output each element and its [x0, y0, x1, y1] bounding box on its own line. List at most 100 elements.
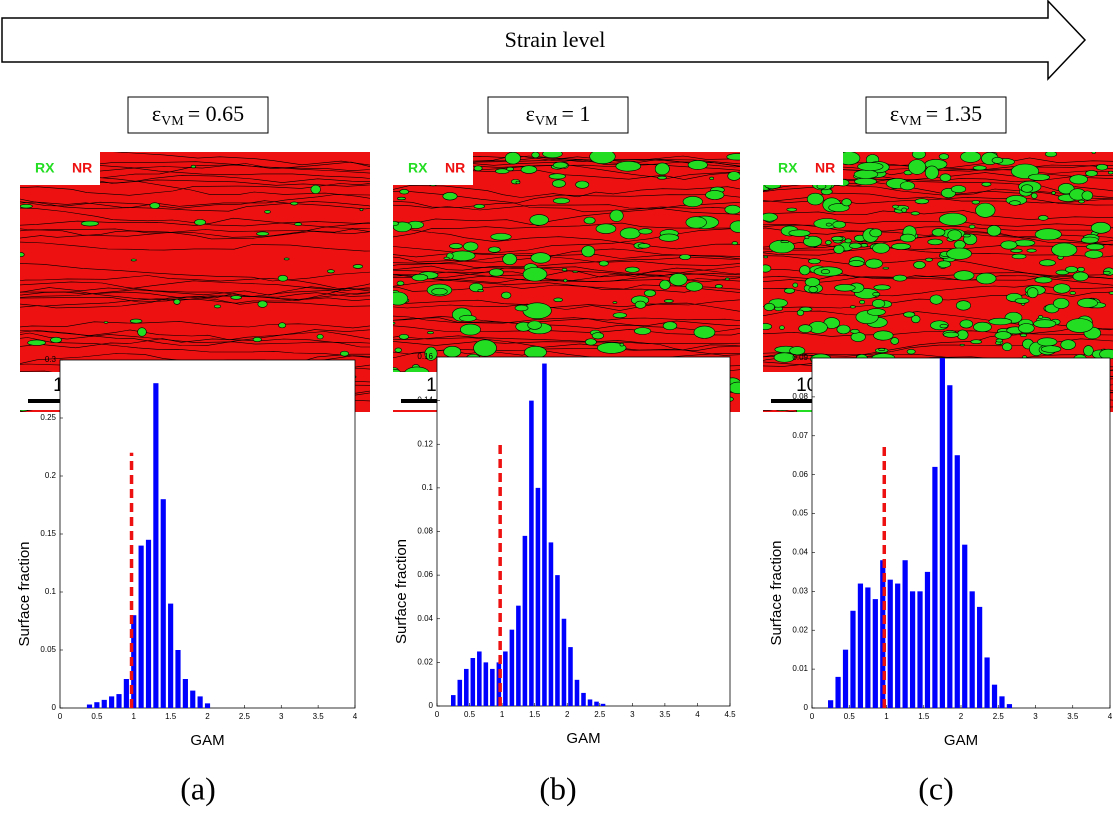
rx-grain	[633, 327, 652, 335]
rx-grain	[892, 274, 907, 282]
rx-grain	[552, 179, 566, 188]
y-axis-label: Surface fraction	[393, 539, 410, 644]
rx-grain	[264, 209, 271, 214]
rx-grain	[449, 250, 476, 261]
y-tick-label: 0.06	[792, 470, 808, 479]
x-tick-label: 0.5	[91, 712, 103, 721]
bar	[509, 629, 515, 706]
rx-grain	[914, 198, 929, 205]
rx-grain	[1009, 200, 1021, 206]
grain-boundary	[20, 280, 370, 293]
rx-grain	[495, 168, 510, 174]
grain-boundary	[59, 152, 370, 166]
bar	[464, 668, 469, 706]
rx-grain	[522, 267, 548, 282]
rx-grain	[149, 202, 161, 209]
bar	[548, 542, 554, 706]
rx-grain	[1066, 318, 1094, 333]
bar	[94, 702, 100, 708]
rx-grain	[596, 342, 627, 354]
bar	[153, 383, 159, 708]
bar	[917, 591, 923, 708]
rx-grain	[424, 346, 438, 361]
rx-grain	[394, 347, 402, 353]
y-tick-label: 0.15	[40, 529, 56, 538]
rx-grain	[488, 246, 501, 253]
rx-grain	[50, 336, 63, 344]
strain-value: = 0.65	[188, 101, 244, 126]
rx-grain	[530, 252, 551, 264]
bar	[182, 679, 188, 708]
rx-grain	[473, 339, 497, 357]
x-axis-label: GAM	[190, 732, 224, 749]
rx-grain	[995, 338, 1003, 343]
rx-grain	[1085, 170, 1098, 177]
x-tick-label: 2	[205, 712, 210, 721]
bar	[101, 699, 107, 708]
rx-grain	[663, 299, 674, 303]
grain-boundary	[20, 321, 370, 329]
rx-grain	[976, 272, 997, 285]
rx-grain	[872, 242, 890, 254]
rx-grain	[1014, 297, 1030, 304]
rx-grain	[278, 322, 287, 329]
bar	[477, 651, 482, 706]
rx-grain	[890, 337, 900, 345]
grain-boundary	[20, 217, 370, 229]
rx-grain	[953, 270, 975, 281]
y-tick-label: 0.04	[792, 548, 808, 557]
rx-grain	[806, 192, 824, 206]
rx-grain	[643, 289, 657, 297]
plot-frame	[436, 356, 731, 707]
bar	[991, 684, 998, 708]
bar	[872, 599, 878, 708]
rx-grain	[575, 180, 590, 189]
plot-frame	[59, 359, 356, 709]
rx-grain	[728, 381, 740, 394]
rx-grain	[950, 185, 967, 193]
rx-grain	[252, 336, 262, 343]
rx-grain	[1081, 190, 1094, 201]
grain-boundary	[20, 296, 370, 307]
grain-boundary	[763, 338, 1113, 361]
rx-grain	[891, 243, 911, 250]
rx-grain	[848, 260, 865, 267]
rx-grain	[726, 153, 740, 161]
bar	[175, 650, 181, 708]
rx-grain	[501, 291, 512, 299]
rx-grain	[524, 345, 547, 359]
rx-grain	[637, 243, 651, 249]
rx-grain	[927, 238, 943, 246]
bar	[939, 358, 945, 708]
rx-grain	[1099, 348, 1113, 360]
rx-grain	[850, 329, 860, 334]
rx-grain	[473, 165, 483, 172]
rx-grain	[820, 269, 831, 275]
rx-grain	[542, 152, 563, 159]
y-tick-label: 0.03	[792, 586, 808, 595]
rx-grain	[844, 238, 852, 244]
y-tick-label: 0.1	[45, 587, 57, 596]
y-tick-label: 0	[52, 703, 57, 712]
rx-grain	[899, 181, 915, 191]
rx-grain	[841, 198, 852, 207]
rx-grain	[310, 184, 321, 194]
rx-grain	[873, 284, 891, 291]
rx-grain	[612, 301, 618, 304]
rx-grain	[572, 270, 579, 273]
grain-boundary	[393, 228, 740, 258]
rx-grain	[878, 347, 886, 351]
rx-grain	[910, 211, 920, 216]
grain-boundary	[20, 281, 370, 302]
rx-grain	[612, 312, 628, 319]
rx-grain	[959, 319, 974, 329]
y-tick-label: 0.08	[792, 392, 808, 401]
bar	[842, 649, 849, 708]
rx-grain	[1019, 333, 1028, 337]
rx-grain	[763, 212, 778, 222]
rx-grain	[316, 334, 324, 340]
rx-grain	[561, 268, 568, 272]
grain-boundary	[393, 201, 740, 226]
x-tick-label: 3	[1033, 712, 1038, 721]
rx-grain	[903, 311, 916, 318]
